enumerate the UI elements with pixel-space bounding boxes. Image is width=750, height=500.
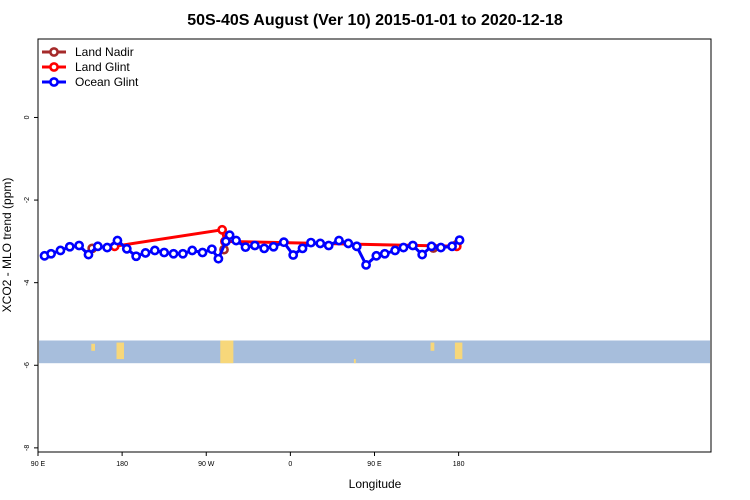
ocean-glint-point — [213, 253, 224, 264]
y-axis-label: XCO2 - MLO trend (ppm) — [0, 178, 14, 313]
ocean-glint-point — [177, 248, 188, 259]
ocean-glint-point — [92, 241, 103, 252]
ocean-glint-point — [426, 241, 437, 252]
legend-swatch-marker — [49, 47, 59, 57]
ocean-glint-point — [224, 230, 235, 241]
y-tick-label: -6 — [24, 362, 31, 368]
x-tick-label: 90 W — [198, 461, 215, 468]
ocean-glint-point — [55, 245, 66, 256]
ocean-glint-point — [379, 248, 390, 259]
ocean-glint-point — [306, 237, 316, 248]
ocean-glint-point — [371, 250, 382, 261]
ocean-glint-point — [334, 235, 344, 246]
ocean-glint-point — [131, 251, 142, 262]
land-patch — [116, 342, 124, 360]
ocean-glint-point — [288, 250, 299, 260]
legend-label: Land Nadir — [75, 45, 134, 59]
ocean-glint-point — [121, 243, 132, 254]
y-tick-label: -8 — [24, 445, 31, 451]
ocean-glint-point — [390, 245, 400, 256]
legend-label: Land Glint — [75, 60, 130, 74]
x-tick-label: 90 E — [31, 461, 46, 468]
y-axis: 0 -2 -4 -6 -8 — [24, 115, 38, 451]
land-glint-point — [217, 224, 228, 235]
ocean-band — [39, 340, 710, 364]
ocean-glint-point — [231, 235, 242, 246]
ocean-glint-point — [112, 235, 123, 246]
x-axis: 90 E 180 90 W 0 90 E 180 — [31, 452, 465, 468]
ocean-glint-point — [417, 249, 428, 260]
legend-item-ocean-glint: Ocean Glint — [42, 75, 139, 89]
legend-swatch-marker — [49, 62, 59, 72]
ocean-glint-point — [447, 241, 457, 252]
ocean-glint-point — [140, 248, 151, 258]
ocean-glint-point — [343, 238, 354, 249]
ocean-glint-point — [168, 248, 179, 259]
basemap-strip — [39, 340, 710, 364]
ocean-glint-point — [297, 243, 308, 254]
x-axis-label: Longitude — [349, 477, 402, 491]
ocean-glint-point — [149, 245, 160, 256]
ocean-glint-point — [407, 240, 418, 251]
ocean-glint-point — [351, 241, 362, 252]
ocean-glint-point — [398, 242, 409, 253]
y-tick-label: -2 — [24, 197, 31, 203]
chart-title: 50S-40S August (Ver 10) 2015-01-01 to 20… — [187, 12, 563, 29]
ocean-glint-point — [64, 241, 75, 252]
ocean-glint-point — [83, 249, 94, 260]
ocean-glint-point — [206, 244, 217, 255]
legend-label: Ocean Glint — [75, 75, 139, 89]
ocean-glint-point — [187, 245, 198, 256]
ocean-glint-point — [249, 240, 260, 251]
ocean-glint-point — [159, 247, 170, 258]
ocean-glint-point — [323, 240, 334, 251]
land-patch — [91, 343, 96, 351]
x-tick-label: 180 — [116, 461, 128, 468]
ocean-glint-point — [278, 237, 289, 248]
legend-item-land-glint: Land Glint — [42, 60, 130, 74]
x-tick-label: 0 — [288, 461, 292, 468]
land-patch — [430, 342, 435, 351]
x-tick-label: 90 E — [367, 461, 382, 468]
ocean-glint-point — [259, 243, 270, 254]
ocean-glint-point — [240, 242, 251, 253]
series-layer — [39, 224, 465, 270]
land-patch — [454, 342, 463, 360]
ocean-glint-point — [74, 240, 85, 251]
legend-swatch-marker — [49, 77, 59, 87]
land-patch — [220, 340, 234, 364]
ocean-glint-point — [268, 241, 279, 252]
ocean-glint-point — [46, 248, 56, 259]
ocean-glint-point — [435, 242, 446, 253]
x-tick-label: 180 — [453, 461, 465, 468]
ocean-glint-point — [197, 247, 208, 258]
y-tick-label: 0 — [24, 115, 31, 119]
land-patch — [353, 359, 356, 364]
ocean-glint-point — [454, 235, 465, 246]
legend-item-land-nadir: Land Nadir — [42, 45, 134, 59]
y-tick-label: -4 — [24, 279, 31, 285]
ocean-glint-point — [315, 238, 326, 249]
series-ocean-glint — [39, 230, 465, 270]
ocean-glint-point — [361, 260, 371, 270]
ocean-glint-point — [102, 242, 113, 253]
